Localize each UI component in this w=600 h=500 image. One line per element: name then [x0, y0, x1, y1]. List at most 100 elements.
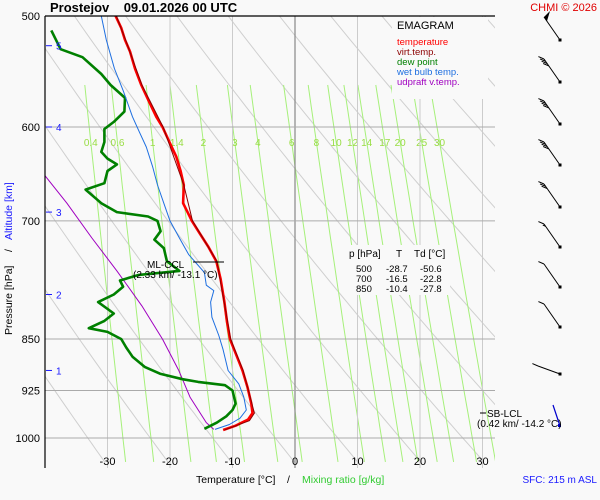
barb-flag [543, 63, 549, 67]
barb-flag [538, 98, 545, 102]
mixing-ratio-line [226, 84, 279, 462]
table-cell: -27.8 [420, 284, 442, 295]
legend-updraft: udpraft v.temp. [397, 77, 460, 88]
x-axis-label-temperature: Temperature [°C] [196, 474, 276, 486]
x-tick-label: -20 [162, 456, 178, 468]
altitude-tick-label: 3 [56, 208, 62, 219]
barb-flag [538, 261, 545, 265]
y-tick-label: 850 [22, 334, 40, 346]
sb-lcl-label: SB-LCL [487, 409, 522, 420]
barb-flag [539, 100, 546, 104]
mixing-ratio-label: 1.4 [170, 138, 184, 149]
barb-flag [538, 221, 545, 225]
ml-ccl-label: ML-CCL [147, 260, 185, 271]
x-tick-label: 30 [476, 456, 488, 468]
barb-staff [543, 58, 561, 83]
x-axis-label-mixing-ratio: Mixing ratio [g/kg] [302, 474, 384, 486]
wind-barb [538, 301, 562, 329]
barb-flag [539, 183, 546, 187]
altitude-tick-label: 5 [56, 42, 62, 53]
dry-adiabat [45, 375, 106, 463]
barb-flag [539, 141, 546, 145]
mixing-ratio-line [343, 84, 404, 462]
dry-adiabat [45, 205, 232, 463]
x-tick-label: 0 [292, 456, 298, 468]
barb-flag [538, 139, 545, 143]
x-tick-label: 20 [414, 456, 426, 468]
dry-adiabat [45, 124, 295, 463]
x-axis-label-separator: / [287, 474, 290, 486]
dry-adiabat [45, 288, 169, 463]
y-tick-label: 500 [22, 11, 40, 23]
mixing-ratio-line [357, 84, 419, 462]
barb-pennant [544, 11, 550, 21]
series-wet-bulb-temp [100, 16, 247, 430]
mixing-ratio-label: 4 [255, 138, 261, 149]
surface-wind-staff [552, 404, 561, 427]
barb-flag [543, 105, 549, 109]
mixing-ratio-line [307, 84, 365, 462]
table-header-p: p [hPa] [349, 249, 381, 260]
mixing-ratio-line [145, 84, 192, 462]
legend: EMAGRAM temperature virt.temp. dew point… [392, 17, 488, 99]
barb-flag [538, 301, 545, 305]
sb-lcl-detail: (0.42 km/ -14.2 °C) [477, 419, 562, 430]
mixing-ratio-label: 8 [314, 138, 320, 149]
wind-barbs [532, 11, 562, 427]
barb-flag [543, 146, 549, 150]
wind-barb [538, 221, 562, 249]
x-tick-label: -10 [225, 456, 241, 468]
surface-wind-dot [558, 424, 561, 427]
diagram-name: EMAGRAM [397, 20, 454, 32]
x-tick-label: 10 [351, 456, 363, 468]
wind-barb [538, 56, 562, 84]
mixing-ratio-label: 12 [347, 138, 359, 149]
barb-flag [541, 60, 548, 65]
copyright: CHMI © 2026 [530, 2, 597, 14]
barb-flag [538, 56, 545, 60]
legend-wet-bulb: wet bulb temp. [396, 67, 459, 78]
mixing-ratio-line [411, 84, 477, 462]
barb-staff [543, 16, 561, 41]
mixing-ratio-line [390, 84, 455, 462]
barb-flag [541, 143, 548, 148]
series-udpraft-v-temp [45, 175, 215, 430]
mixing-ratio-label: 0.6 [111, 138, 125, 149]
legend-virt-temp: virt.temp. [397, 47, 436, 58]
dry-adiabat-grid [45, 0, 600, 463]
wind-barb [538, 181, 562, 209]
series-virt-temp [115, 16, 255, 431]
altitude-tick-label: 2 [56, 290, 62, 301]
mixing-ratio-line [110, 84, 155, 462]
legend-dew-point: dew point [397, 57, 438, 68]
x-tick-label: -30 [100, 456, 116, 468]
dry-adiabat [124, 16, 485, 463]
barb-flag [541, 185, 548, 190]
table-cell: 850 [356, 284, 372, 295]
dry-adiabat [278, 16, 495, 273]
barb-staff [543, 223, 561, 248]
mixing-ratio-label: 3 [232, 138, 238, 149]
mixing-ratio-line [375, 84, 438, 462]
table-cell: 500 [356, 264, 372, 275]
barb-flag [539, 58, 546, 62]
mixing-ratio-label: 10 [331, 138, 343, 149]
y-tick-label: 700 [22, 216, 40, 228]
chart-title: Prostejov 09.01.2026 00 UTC [50, 0, 238, 15]
mixing-ratio-line [327, 84, 386, 462]
table-header-t: T [396, 249, 402, 260]
barb-staff [543, 263, 561, 288]
annotations-layer [193, 261, 486, 414]
mixing-ratio-label: 0.4 [84, 138, 98, 149]
barb-staff [543, 303, 561, 328]
altitude-tick-label: 4 [56, 123, 62, 134]
table-cell: -50.6 [420, 264, 442, 275]
series-dew-point [50, 29, 237, 430]
surface-altitude: SFC: 215 m ASL [523, 475, 598, 486]
mixing-ratio-label: 17 [379, 138, 391, 149]
wind-barb [532, 363, 562, 376]
dry-adiabat [552, 0, 600, 462]
wind-barb [538, 98, 562, 126]
